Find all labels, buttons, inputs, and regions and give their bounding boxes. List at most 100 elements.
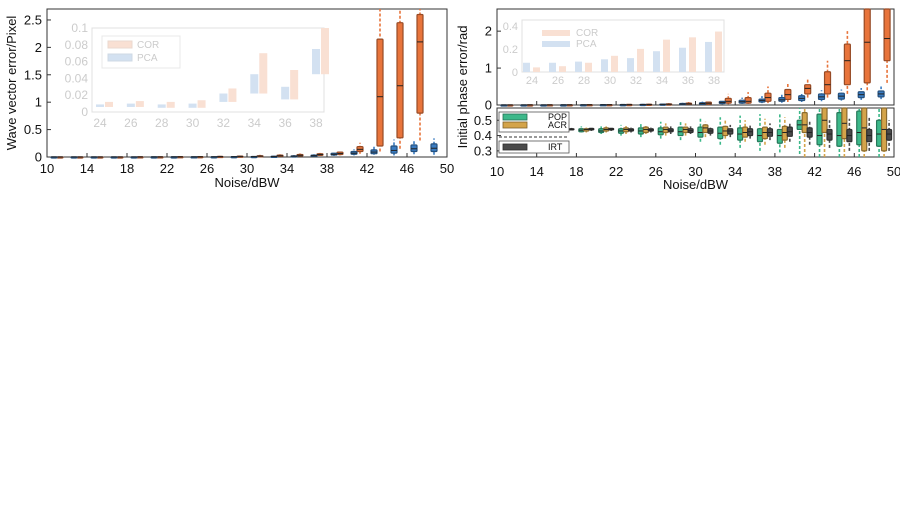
box-body bbox=[724, 97, 732, 104]
box-pca bbox=[837, 89, 845, 101]
box-cor bbox=[764, 86, 772, 104]
x-tick-label: 14 bbox=[529, 164, 543, 179]
box-pca bbox=[50, 156, 58, 159]
box-irt bbox=[667, 126, 674, 135]
inset-box-pca bbox=[157, 104, 166, 108]
inset-y-tick-label: 0.2 bbox=[503, 44, 518, 56]
inset-box-pca bbox=[250, 74, 259, 94]
box-pca bbox=[559, 104, 568, 107]
y-tick-label: 2.5 bbox=[24, 12, 42, 27]
inset-x-tick-label: 38 bbox=[708, 75, 720, 87]
inset-box-cor bbox=[321, 28, 329, 75]
box-pca bbox=[520, 104, 528, 107]
box-body bbox=[416, 13, 424, 114]
inset-box-cor bbox=[663, 39, 670, 72]
inset-box-cor bbox=[611, 55, 618, 72]
x-tick-label: 42 bbox=[807, 164, 821, 179]
box-pca bbox=[500, 104, 508, 107]
inset-box-cor bbox=[290, 70, 299, 100]
inset-box-pca bbox=[188, 103, 197, 108]
series-cor bbox=[56, 9, 424, 159]
box-cor bbox=[156, 156, 164, 159]
inset-box-cor bbox=[559, 66, 566, 72]
box-pca bbox=[857, 88, 865, 100]
box-body bbox=[804, 84, 812, 95]
box-pca bbox=[230, 155, 238, 159]
x-axis-label: Noise/dBW bbox=[214, 175, 280, 190]
box-cor bbox=[863, 8, 871, 91]
box-pca bbox=[798, 92, 806, 103]
inset-x-tick-label: 36 bbox=[682, 75, 694, 87]
box-cor bbox=[336, 150, 344, 156]
box-cor bbox=[724, 93, 732, 105]
box-irt bbox=[687, 126, 694, 135]
box-cor bbox=[136, 156, 144, 159]
box-body bbox=[410, 144, 418, 153]
x-tick-label: 34 bbox=[280, 161, 294, 176]
y-tick-label: 1 bbox=[485, 61, 492, 76]
box-body bbox=[823, 71, 832, 95]
x-tick-label: 50 bbox=[440, 161, 454, 176]
box-pca bbox=[599, 104, 607, 107]
y-axis-label: Initial phase error/rad bbox=[455, 26, 470, 149]
box-acr bbox=[761, 118, 769, 145]
box-pop bbox=[717, 117, 724, 145]
box-acr bbox=[861, 107, 868, 157]
inset-box-pca bbox=[679, 47, 686, 72]
y-tick-label: 0 bbox=[35, 150, 42, 165]
box-pca bbox=[370, 146, 378, 155]
box-cor bbox=[256, 154, 264, 158]
box-irt bbox=[727, 124, 734, 138]
box-pca bbox=[639, 103, 647, 107]
x-tick-label: 50 bbox=[887, 164, 900, 179]
inset-box-cor bbox=[637, 48, 644, 72]
inset-x-tick-label: 32 bbox=[217, 116, 231, 130]
inset-y-tick-label: 0 bbox=[81, 105, 88, 119]
legend-label: ACR bbox=[548, 120, 568, 130]
box-body bbox=[863, 8, 871, 84]
box-irt bbox=[826, 120, 833, 148]
y-tick-label: 0 bbox=[485, 98, 492, 113]
box-body bbox=[702, 124, 709, 134]
inset-box-cor bbox=[533, 67, 540, 72]
box-pop bbox=[875, 108, 883, 157]
box-irt bbox=[885, 120, 893, 151]
box-pop bbox=[856, 108, 863, 157]
box-pca bbox=[250, 155, 258, 159]
inset-x-tick-label: 26 bbox=[124, 116, 138, 130]
inset-box-cor bbox=[166, 101, 175, 108]
box-body bbox=[826, 128, 833, 141]
box-acr bbox=[880, 107, 888, 157]
legend-label: PCA bbox=[576, 39, 597, 50]
box-pop bbox=[796, 108, 803, 154]
box-pca bbox=[350, 149, 358, 156]
box-cor bbox=[196, 155, 204, 159]
box-irt bbox=[766, 123, 774, 141]
box-cor bbox=[704, 100, 713, 105]
box-irt bbox=[588, 127, 595, 131]
box-body bbox=[816, 113, 823, 146]
box-irt bbox=[866, 117, 873, 151]
x-tick-label: 46 bbox=[847, 164, 861, 179]
box-pop bbox=[598, 126, 605, 135]
box-pca bbox=[330, 151, 338, 156]
box-pop bbox=[697, 118, 704, 142]
legend-swatch bbox=[502, 143, 528, 151]
box-pca bbox=[410, 139, 418, 155]
box-cor bbox=[356, 142, 364, 154]
box-irt bbox=[806, 121, 813, 145]
box-acr bbox=[742, 120, 749, 142]
inset-y-tick-label: 0.04 bbox=[65, 71, 89, 85]
box-pca bbox=[70, 156, 78, 159]
box-irt bbox=[707, 125, 714, 136]
box-pca bbox=[210, 156, 218, 159]
x-tick-label: 18 bbox=[569, 164, 583, 179]
inset-box-cor bbox=[197, 100, 206, 108]
box-body bbox=[843, 43, 851, 86]
box-body bbox=[885, 128, 893, 141]
